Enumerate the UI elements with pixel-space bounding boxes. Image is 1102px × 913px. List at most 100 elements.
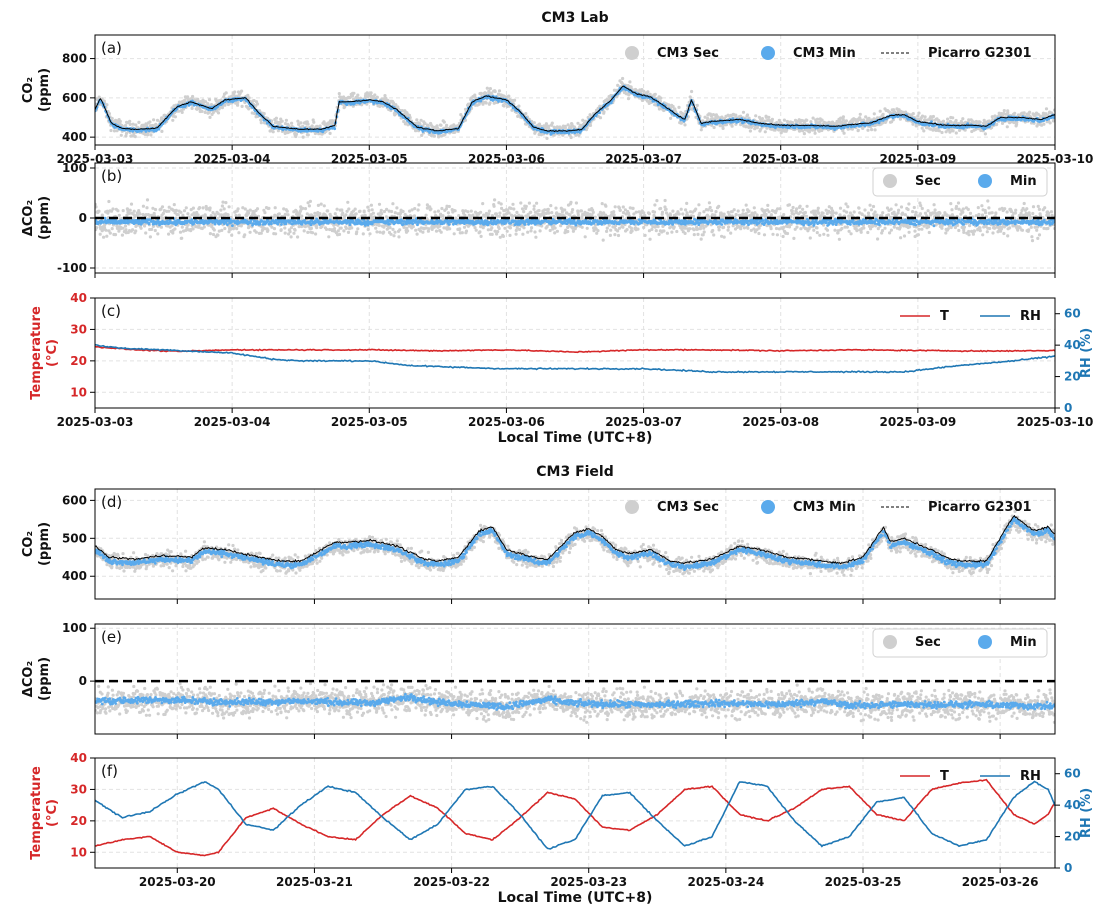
y-tick-label: 800 [62,52,87,66]
x-tick-label: 2025-03-23 [550,875,627,889]
legend-d: CM3 Sec CM3 Min Picarro G2301 [625,500,1032,515]
legend-marker [978,635,992,649]
legend-label: CM3 Sec [657,46,719,61]
legend-label: Sec [915,174,941,189]
legend-e: Sec Min [873,629,1047,657]
y-axis-label-line: (ppm) [37,196,52,240]
legend-marker [625,46,639,60]
x-axis-label: Local Time (UTC+8) [498,890,653,906]
x-tick-label: 2025-03-03 [57,415,134,429]
y-axis-label-line: Temperature [29,766,44,860]
panel-label: (d) [101,493,122,511]
y-tick-label: 20 [70,354,87,368]
y-axis-label-line: ΔCO₂ [21,661,36,697]
legend-label: Min [1010,174,1037,189]
panel-label: (b) [101,167,122,185]
y-axis-label-line: (°C) [45,339,60,367]
y-tick-label: 400 [62,569,87,583]
y-tick-label: -100 [57,261,87,275]
plot-area-f [95,780,1055,856]
plot-area-c [95,345,1055,373]
section-title-d: CM3 Field [536,464,614,480]
line-rh-f [95,782,1055,849]
panel-label: (e) [101,628,122,646]
x-tick-label: 2025-03-06 [468,415,545,429]
x-tick-label: 2025-03-24 [687,875,764,889]
panel-label: (f) [101,762,118,780]
x-tick-label: 2025-03-22 [413,875,490,889]
y2-tick-label: 60 [1064,767,1081,781]
y-tick-label: 30 [70,782,87,796]
line-temp-f [95,780,1055,856]
legend-label: CM3 Sec [657,500,719,515]
x-tick-label: 2025-03-26 [962,875,1039,889]
y-tick-label: 600 [62,493,87,507]
y-tick-label: 600 [62,91,87,105]
legend-label: Picarro G2301 [928,500,1032,515]
y-axis-label-line: CO₂ [21,77,36,103]
y-tick-label: 30 [70,322,87,336]
legend-marker [978,174,992,188]
x-tick-label: 2025-03-05 [331,415,408,429]
panel-label: (a) [101,39,122,57]
y-axis-label-line: Temperature [29,306,44,400]
plot-area-b [94,198,1057,242]
x-axis-f: 2025-03-20 2025-03-21 2025-03-22 2025-03-23… [139,868,1039,906]
legend-marker [625,500,639,514]
y-tick-label: 10 [70,845,87,859]
legend-label: T [940,769,949,784]
legend-c: T RH [900,309,1041,324]
section-title-a: CM3 Lab [541,10,608,26]
line-temp-c [95,346,1055,352]
plot-area-d [94,510,1057,577]
y-axis-label-line: ΔCO₂ [21,200,36,236]
legend-b: Sec Min [873,168,1047,196]
x-axis-c: 2025-03-03 2025-03-04 2025-03-05 2025-03-06… [57,408,1094,446]
plot-area-e [94,681,1057,724]
x-axis-d [177,599,1000,604]
x-tick-label: 2025-03-08 [742,415,819,429]
legend-marker [761,500,775,514]
panel-label: (c) [101,302,121,320]
legend-a: CM3 Sec CM3 Min Picarro G2301 [625,46,1032,61]
x-tick-label: 2025-03-10 [1017,415,1094,429]
y2-tick-label: 0 [1064,861,1072,875]
y-tick-label: 20 [70,814,87,828]
x-axis-b [95,273,1055,278]
x-axis-e [177,734,1000,739]
legend-marker [761,46,775,60]
y2-axis-label: RH (%) [1079,788,1094,838]
y-axis-label-line: CO₂ [21,531,36,557]
y-tick-label: 100 [62,161,87,175]
legend-marker [883,635,897,649]
x-tick-label: 2025-03-07 [605,415,682,429]
y-axis-label-line: (ppm) [37,657,52,701]
line-rh-c [95,345,1055,373]
legend-label: RH [1020,309,1041,324]
y2-tick-label: 60 [1064,307,1081,321]
plot-area-a [94,77,1056,140]
y-tick-label: 400 [62,130,87,144]
x-tick-label: 2025-03-04 [194,415,271,429]
legend-label: Sec [915,635,941,650]
y-tick-label: 40 [70,751,87,765]
x-tick-label: 2025-03-21 [276,875,353,889]
legend-label: T [940,309,949,324]
y-axis-label-line: (ppm) [37,522,52,566]
legend-label: CM3 Min [793,46,856,61]
legend-label: CM3 Min [793,500,856,515]
legend-label: Min [1010,635,1037,650]
legend-label: Picarro G2301 [928,46,1032,61]
